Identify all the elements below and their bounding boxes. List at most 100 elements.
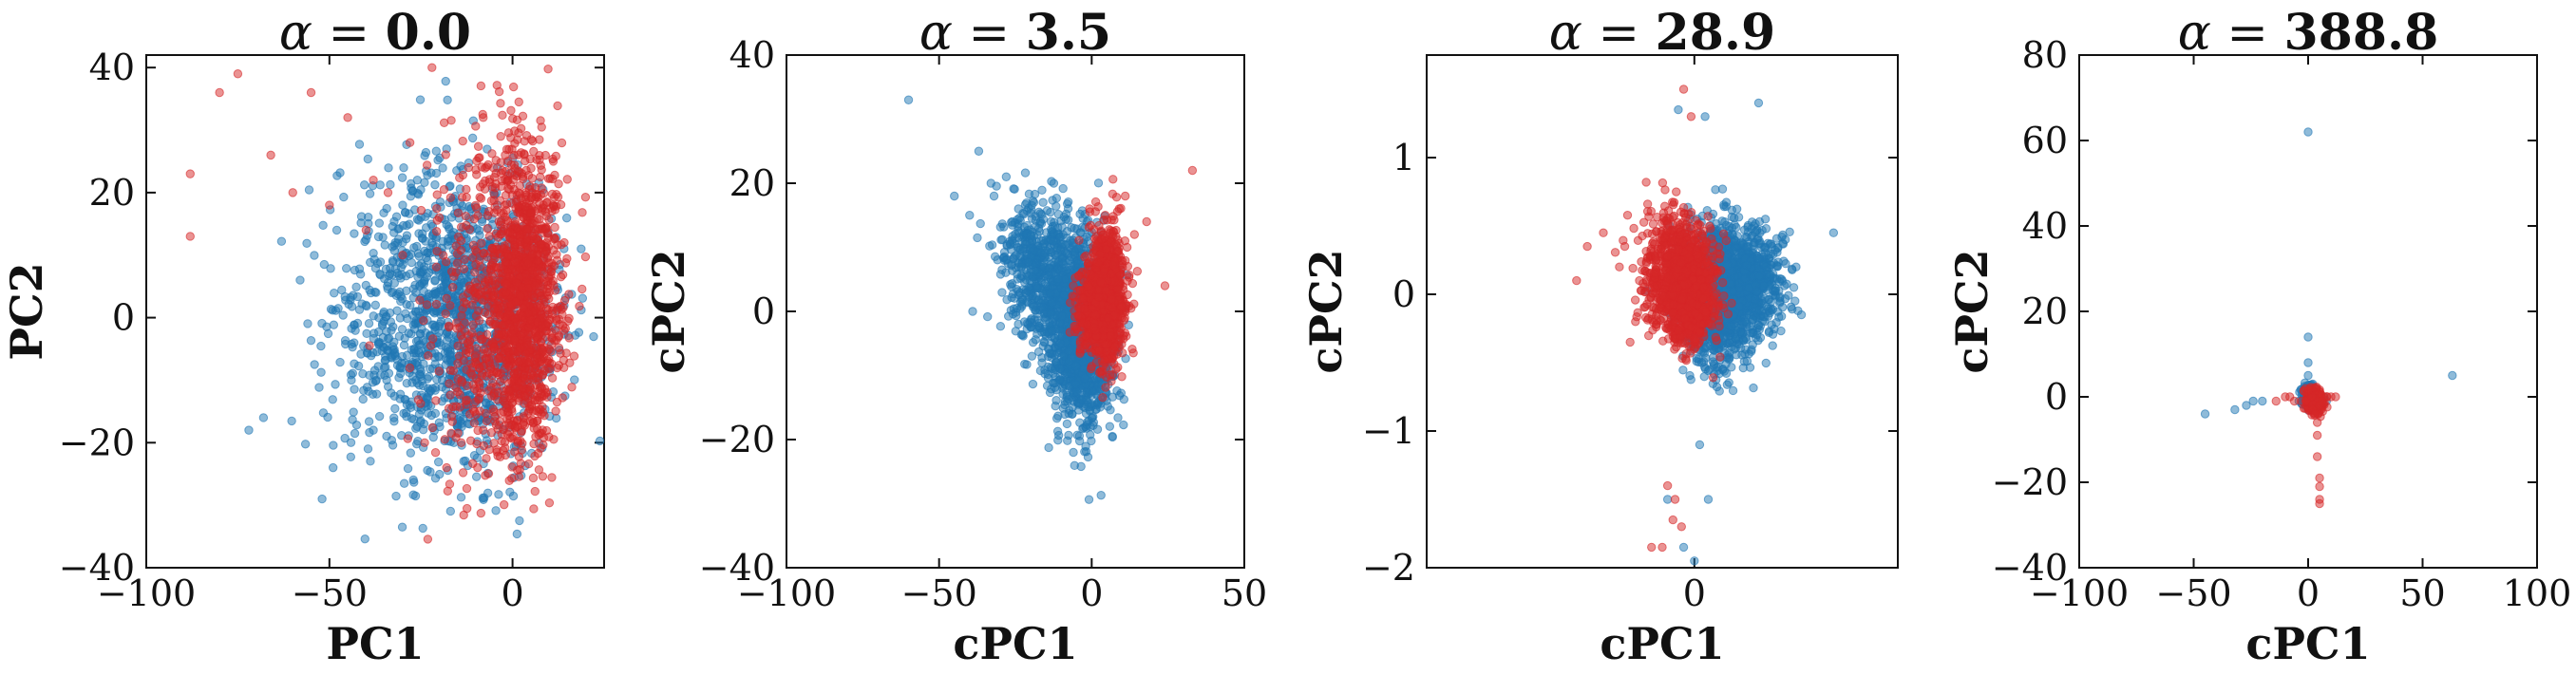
panel-1-foreground-red-point xyxy=(501,175,510,184)
panel-1-background-blue-point xyxy=(402,412,411,422)
panel-1-background-blue-point xyxy=(401,272,411,281)
panel-2-background-blue-point xyxy=(1013,319,1023,329)
panel-1-background-blue-point xyxy=(419,359,428,368)
panel-1-background-blue-point xyxy=(438,272,447,282)
panel-1-foreground-red-point xyxy=(470,283,481,292)
panel-1-background-blue-point xyxy=(358,368,368,379)
panel-1-background-blue-point xyxy=(412,241,422,252)
panel-2-background-blue-point xyxy=(1059,291,1069,300)
panel-2-ytick-label: 40 xyxy=(729,34,775,76)
panel-1-background-blue-point xyxy=(347,302,357,311)
panel-1-background-blue-point xyxy=(494,490,503,499)
panel-1-background-blue-point xyxy=(358,394,368,404)
panel-1-background-blue-point xyxy=(595,436,605,446)
panel-1-foreground-red-point xyxy=(562,253,572,264)
panel-1-foreground-red-point xyxy=(288,188,297,197)
panel-1-foreground-red-point xyxy=(447,267,457,276)
panel-1-foreground-red-point xyxy=(443,486,453,496)
panel-1-foreground-red-point xyxy=(508,82,519,92)
panel-1-foreground-red-point xyxy=(477,371,486,381)
panel-1-foreground-red-point xyxy=(507,474,517,483)
panel-1-ytick-label: 20 xyxy=(89,172,135,214)
panel-1-foreground-red-point xyxy=(517,310,527,321)
panel-1-background-blue-point xyxy=(340,291,350,302)
panel-1-foreground-red-point xyxy=(471,247,482,257)
panel-1-background-blue-point xyxy=(410,280,420,290)
panel-1-background-blue-point xyxy=(512,529,522,539)
panel-1-background-blue-point xyxy=(330,289,339,298)
panel-1-foreground-red-point xyxy=(549,435,559,444)
panel-1-foreground-red-point xyxy=(580,192,591,202)
panel-1-foreground-red-point xyxy=(482,454,491,463)
panel-1-foreground-red-point xyxy=(495,417,504,426)
panel-1-background-blue-point xyxy=(438,163,447,173)
panel-1-background-blue-point xyxy=(354,264,365,273)
panel-1-foreground-red-point xyxy=(496,131,505,141)
panel-1-foreground-red-point xyxy=(483,224,492,234)
panel-2-xtick-label: −50 xyxy=(901,572,977,614)
panel-2-background-blue-point xyxy=(1084,402,1093,412)
panel-2-background-blue-point xyxy=(1060,397,1070,406)
panel-1-background-blue-point xyxy=(363,444,373,454)
panel-2-background-blue-point xyxy=(1061,248,1070,257)
panel-1-background-blue-point xyxy=(287,416,296,426)
panel-2-background-blue-point xyxy=(1080,373,1089,384)
panel-1-foreground-red-point xyxy=(430,448,441,458)
panel-1-foreground-red-point xyxy=(544,497,555,508)
panel-1-foreground-red-point xyxy=(517,425,527,436)
panel-2-background-blue-point xyxy=(1053,411,1063,421)
panel-1-background-blue-point xyxy=(407,186,418,196)
panel-1-foreground-red-point xyxy=(474,306,483,315)
panel-1-foreground-red-point xyxy=(510,126,520,136)
panel-1-foreground-red-point xyxy=(422,160,432,170)
panel-2-background-blue-point xyxy=(1047,327,1057,336)
panel-1-foreground-red-point xyxy=(547,206,557,216)
panel-1-foreground-red-point xyxy=(442,293,451,304)
panel-1-foreground-red-point xyxy=(527,174,538,183)
panel-1-background-blue-point xyxy=(373,337,384,347)
panel-1-foreground-red-point xyxy=(419,315,428,326)
panel-1-background-blue-point xyxy=(346,452,356,461)
panel-1-background-blue-point xyxy=(423,170,432,180)
panel-1-background-blue-point xyxy=(416,185,426,195)
panel-1-background-blue-point xyxy=(396,368,406,379)
panel-1-background-blue-point xyxy=(323,328,333,339)
panel-1-foreground-red-point xyxy=(452,324,462,333)
panel-1-background-blue-point xyxy=(351,420,362,430)
panel-1-foreground-red-point xyxy=(464,162,474,173)
panel-1-background-blue-point xyxy=(435,469,445,479)
panel-1-background-blue-point xyxy=(375,269,385,279)
panel-1-title-eq: = xyxy=(329,5,370,62)
panel-1-background-blue-point xyxy=(365,285,374,295)
panel-1-background-blue-point xyxy=(397,522,407,532)
panel-2-background-blue-point xyxy=(1064,357,1074,366)
panel-1-foreground-red-point xyxy=(431,227,442,236)
panel-2-background-blue-point xyxy=(1063,436,1072,445)
panel-1-background-blue-point xyxy=(434,418,445,427)
panel-1-background-blue-point xyxy=(379,363,389,372)
panel-2-background-blue-point xyxy=(1058,183,1068,194)
panel-2-title-eq: = xyxy=(969,5,1011,62)
panel-1-background-blue-point xyxy=(244,425,254,435)
panel-1-background-blue-point xyxy=(406,448,416,458)
panel-1-foreground-red-point xyxy=(464,330,474,341)
panel-1-foreground-red-point xyxy=(441,309,450,319)
panel-1-background-blue-point xyxy=(303,319,313,328)
panel-1-background-blue-point xyxy=(419,419,429,429)
panel-1-background-blue-point xyxy=(381,355,390,366)
panel-1-background-blue-point xyxy=(405,401,415,410)
panel-1-background-blue-point xyxy=(331,380,340,389)
panel-1-foreground-red-point xyxy=(513,135,522,144)
panel-2-background-blue-point xyxy=(1093,178,1104,188)
panel-1-foreground-red-point xyxy=(545,174,555,183)
panel-1-foreground-red-point xyxy=(488,404,499,414)
panel-2-background-blue-point xyxy=(1050,257,1059,267)
panel-1-background-blue-point xyxy=(417,234,427,243)
panel-1-background-blue-point xyxy=(369,370,379,380)
panel-1-foreground-red-point xyxy=(539,440,548,450)
panel-1-background-blue-point xyxy=(363,154,373,164)
panel-2-background-blue-point xyxy=(1096,490,1106,500)
panel-1-foreground-red-point xyxy=(551,151,561,161)
panel-1-background-blue-point xyxy=(388,270,397,280)
